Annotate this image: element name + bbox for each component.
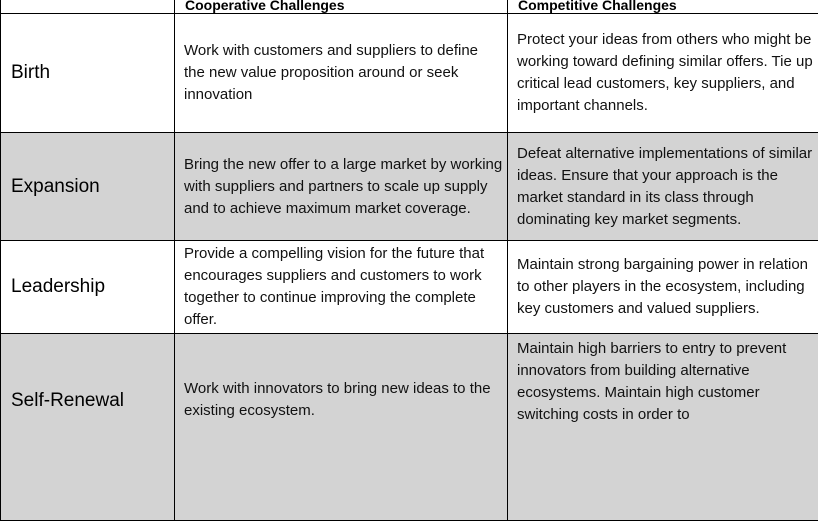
stage-label: Leadership bbox=[1, 241, 175, 334]
cooperative-cell: Bring the new offer to a large market by… bbox=[175, 133, 508, 241]
cooperative-cell: Work with customers and suppliers to def… bbox=[175, 14, 508, 133]
table-row-leadership: Leadership Provide a compelling vision f… bbox=[1, 241, 818, 334]
header-stage bbox=[1, 0, 175, 14]
competitive-cell: Defeat alternative implementations of si… bbox=[508, 133, 818, 241]
stage-label: Birth bbox=[1, 14, 175, 133]
stage-label: Expansion bbox=[1, 133, 175, 241]
cooperative-cell: Work with innovators to bring new ideas … bbox=[175, 334, 508, 521]
stage-label: Self-Renewal bbox=[1, 334, 175, 521]
competitive-cell: Protect your ideas from others who might… bbox=[508, 14, 818, 133]
header-cooperative: Cooperative Challenges bbox=[175, 0, 508, 14]
cooperative-cell: Provide a compelling vision for the futu… bbox=[175, 241, 508, 334]
competitive-cell: Maintain strong bargaining power in rela… bbox=[508, 241, 818, 334]
table-row-expansion: Expansion Bring the new offer to a large… bbox=[1, 133, 818, 241]
competitive-cell: Maintain high barriers to entry to preve… bbox=[508, 334, 818, 521]
header-row: Cooperative Challenges Competitive Chall… bbox=[1, 0, 818, 14]
table-row-self-renewal: Self-Renewal Work with innovators to bri… bbox=[1, 334, 818, 521]
header-competitive: Competitive Challenges bbox=[508, 0, 818, 14]
table-row-birth: Birth Work with customers and suppliers … bbox=[1, 14, 818, 133]
